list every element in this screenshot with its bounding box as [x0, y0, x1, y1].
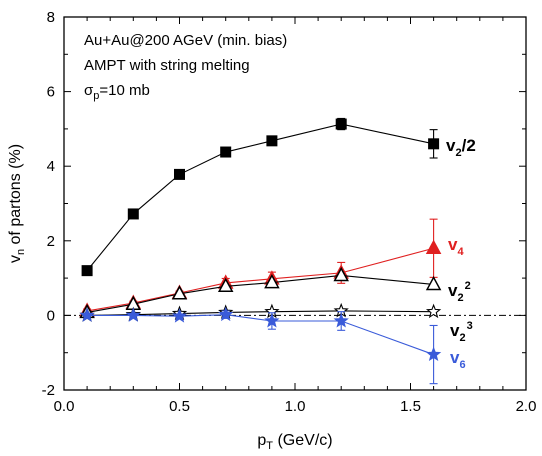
data-point: [333, 266, 349, 282]
x-tick-label: 1.5: [400, 398, 421, 415]
data-point: [425, 275, 442, 291]
y-tick-label: 4: [47, 158, 55, 175]
series-layer: [79, 117, 442, 385]
series-label: v23: [450, 320, 473, 344]
series-label: v2/2: [446, 136, 476, 159]
annotation-line: AMPT with string melting: [84, 57, 250, 74]
y-tick-label: 6: [47, 84, 55, 101]
data-point: [425, 239, 442, 255]
y-tick-label: 2: [47, 233, 55, 250]
series-label: v22: [448, 280, 471, 304]
x-tick-label: 0.0: [54, 398, 75, 415]
y-axis-label: vn of partons (%): [7, 144, 27, 263]
data-point: [333, 312, 349, 328]
data-point: [264, 274, 280, 289]
data-point: [428, 138, 440, 150]
series-4: [79, 306, 442, 385]
series-labels: v2/2 v4 v22 v23 v6: [446, 136, 476, 371]
series-2: [79, 266, 442, 319]
data-point: [425, 346, 442, 362]
data-point: [220, 146, 232, 158]
tick-labels: 0.0 0.5 1.0 1.5 2.0 -2 0 2 4 6 8: [42, 9, 537, 415]
annotation-line: Au+Au@200 AGeV (min. bias): [84, 32, 287, 49]
x-tick-label: 2.0: [516, 398, 537, 415]
data-point: [217, 277, 234, 293]
annotations: Au+Au@200 AGeV (min. bias) AMPT with stri…: [84, 32, 287, 102]
data-point: [266, 135, 278, 147]
data-point: [218, 306, 234, 322]
data-point: [174, 168, 185, 180]
data-point: [127, 208, 139, 220]
series-line: [87, 314, 434, 356]
x-tick-label: 1.0: [285, 398, 306, 415]
x-tick-label: 0.5: [169, 398, 190, 415]
axis-ticks: [63, 16, 527, 391]
series-line: [86, 123, 434, 271]
data-point: [264, 312, 280, 328]
data-point: [125, 307, 141, 322]
data-point: [171, 285, 188, 300]
series-0: [81, 117, 440, 277]
y-tick-label: -2: [42, 382, 55, 399]
y-tick-label: 0: [47, 307, 55, 324]
data-point: [79, 307, 95, 322]
data-point: [425, 303, 442, 319]
series-label: v4: [448, 235, 464, 258]
data-point: [171, 308, 188, 323]
data-point: [335, 118, 347, 130]
annotation-line: σp=10 mb: [84, 82, 150, 102]
series-label: v6: [450, 348, 466, 371]
x-axis-label: pT (GeV/c): [257, 432, 332, 452]
y-tick-label: 8: [47, 9, 55, 26]
data-point: [81, 265, 93, 277]
